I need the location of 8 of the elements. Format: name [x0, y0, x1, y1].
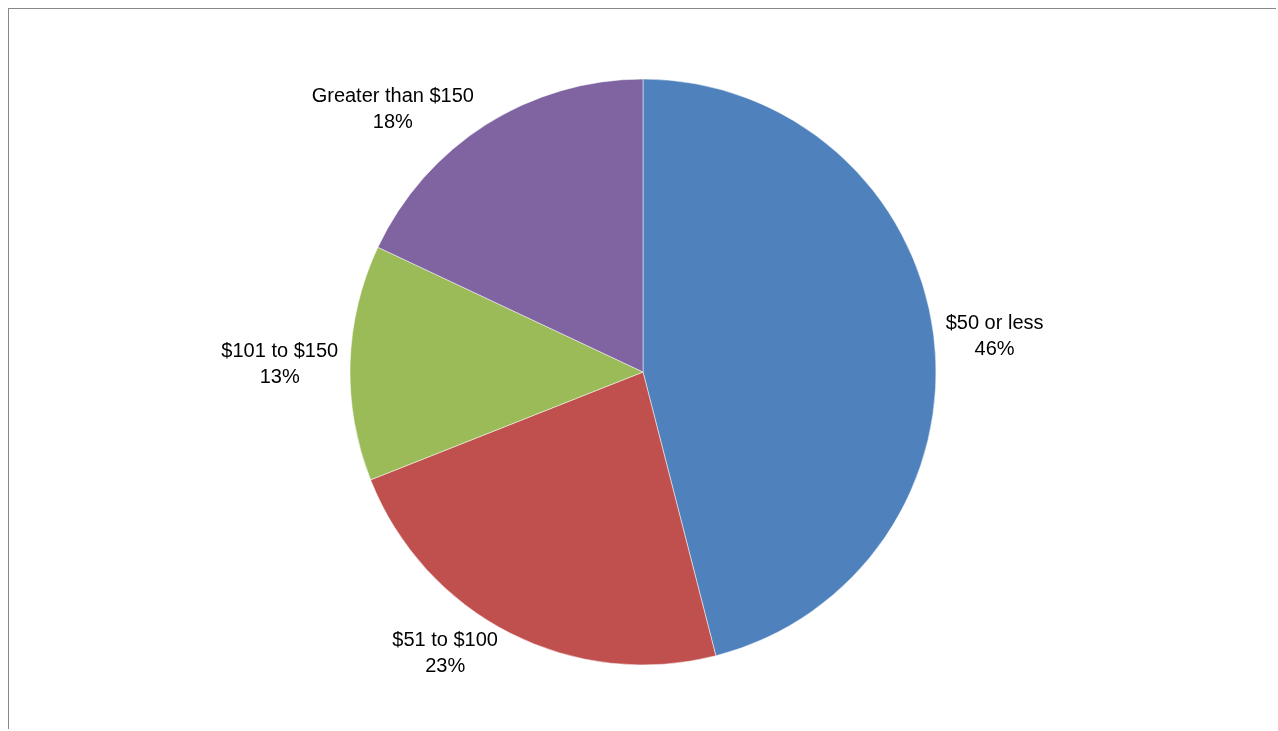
data-label: 23%: [425, 654, 466, 677]
data-label: 18%: [372, 109, 414, 132]
slice-label: $50 or less: [945, 310, 1044, 333]
data-label: 13%: [259, 364, 300, 387]
slice-label: $101 to $150: [221, 338, 339, 361]
data-label: 46%: [974, 336, 1015, 359]
slice-label: $51 to $100: [392, 628, 498, 651]
slice-label: Greater than $150: [311, 83, 474, 106]
